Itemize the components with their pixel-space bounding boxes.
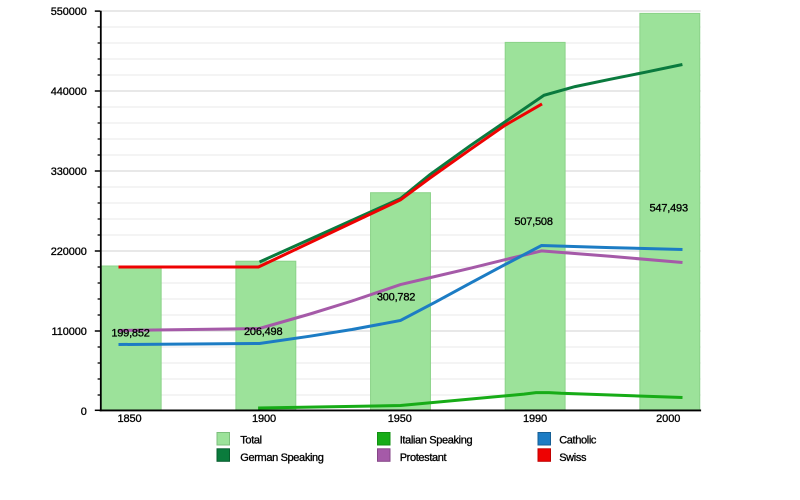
svg-text:German Speaking: German Speaking bbox=[240, 452, 324, 464]
svg-text:1990: 1990 bbox=[523, 413, 547, 425]
svg-text:330000: 330000 bbox=[51, 166, 87, 178]
svg-text:199,852: 199,852 bbox=[111, 327, 149, 339]
svg-text:547,493: 547,493 bbox=[650, 203, 688, 215]
svg-text:Catholic: Catholic bbox=[559, 435, 597, 447]
svg-text:Swiss: Swiss bbox=[559, 452, 587, 464]
svg-text:1900: 1900 bbox=[252, 413, 276, 425]
svg-text:0: 0 bbox=[81, 406, 87, 418]
svg-text:Italian Speaking: Italian Speaking bbox=[400, 435, 473, 447]
svg-text:2000: 2000 bbox=[656, 413, 680, 425]
svg-text:300,782: 300,782 bbox=[377, 292, 415, 304]
svg-text:507,508: 507,508 bbox=[514, 216, 552, 228]
svg-text:220000: 220000 bbox=[51, 246, 87, 258]
svg-text:Protestant: Protestant bbox=[400, 452, 447, 464]
svg-text:Total: Total bbox=[240, 435, 261, 447]
svg-text:550000: 550000 bbox=[51, 6, 87, 18]
svg-text:1850: 1850 bbox=[117, 413, 141, 425]
svg-text:110000: 110000 bbox=[52, 326, 87, 338]
svg-text:1950: 1950 bbox=[388, 413, 412, 425]
svg-text:206,498: 206,498 bbox=[244, 326, 282, 338]
svg-text:440000: 440000 bbox=[51, 86, 87, 98]
